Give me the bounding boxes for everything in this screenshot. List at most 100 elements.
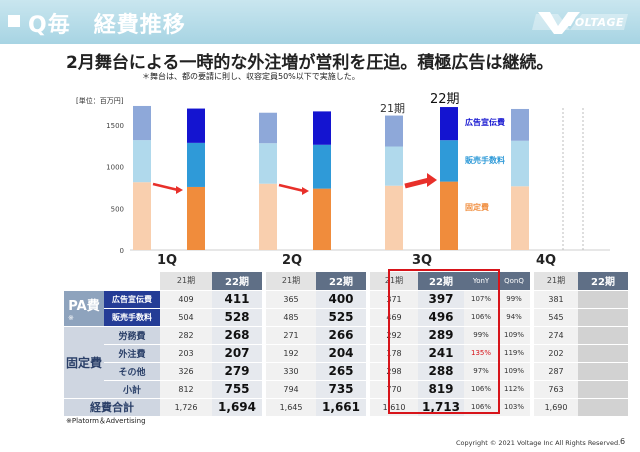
cell-q1-21: 812 (160, 380, 213, 399)
total-label: 経費合計 (64, 398, 161, 417)
cell-q3-yony: 135% (464, 344, 499, 363)
cell-q3-qonq: 109% (498, 326, 531, 345)
cell-q2-21: 365 (266, 290, 317, 309)
cell-q4-21: 763 (534, 380, 579, 399)
cell-q1-22: 1,694 (212, 398, 263, 417)
voltage-logo-icon (532, 12, 628, 34)
period-label-22: 22期 (430, 92, 460, 107)
legend-ad-cost: 広告宣伝費 (465, 118, 505, 127)
arrow-2q-head (302, 187, 309, 195)
table-header-q3-21: 21期 (370, 272, 419, 291)
cell-q2-21: 794 (266, 380, 317, 399)
bar-21-3Q-1 (385, 146, 403, 186)
cell-q2-21: 192 (266, 344, 317, 363)
y-tick-label: 500 (111, 205, 124, 213)
cell-q2-22: 735 (316, 380, 367, 399)
cell-q3-qonq: 94% (498, 308, 531, 327)
table-row: 小計 812 755 794 735 770 819 106% 112% 763 (64, 380, 629, 399)
header-bar: Q毎 経費推移 VOLTAGE (0, 0, 640, 44)
cell-q4-22 (578, 308, 629, 327)
quarter-label-3q: 3Q (411, 253, 433, 268)
legend-sales-commission: 販売手数料 (465, 156, 505, 165)
bar-21-4Q-0 (511, 186, 529, 250)
bar-22-3Q-0 (440, 181, 458, 250)
cell-q2-21: 271 (266, 326, 317, 345)
cell-q1-22: 411 (212, 290, 263, 309)
cell-q1-21: 203 (160, 344, 213, 363)
cell-q3-22: 288 (418, 362, 465, 381)
row-label: 広告宣伝費 (104, 290, 161, 309)
bar-21-3Q-0 (385, 185, 403, 250)
table-row: その他 326 279 330 265 298 288 97% 109% 287 (64, 362, 629, 381)
cell-q4-22 (578, 362, 629, 381)
group-pa-note: ※ (68, 313, 74, 322)
table-header-q2-21: 21期 (266, 272, 317, 291)
period-label-21: 21期 (380, 102, 405, 115)
table-header-yony: YonY (464, 272, 499, 291)
cell-q1-21: 326 (160, 362, 213, 381)
footnote: ※Platorm＆Advertising (66, 417, 146, 425)
cell-q4-22 (578, 380, 629, 399)
cell-q1-22: 528 (212, 308, 263, 327)
quarter-label-4q: 4Q (535, 253, 557, 268)
cell-q3-qonq: 109% (498, 362, 531, 381)
cell-q3-qonq: 112% (498, 380, 531, 399)
headline: 2月舞台による一時的な外注増が営利を圧迫。積極広告は継続。 (66, 53, 554, 73)
quarter-label-2q: 2Q (281, 253, 303, 268)
table-row: 外注費 203 207 192 204 178 241 135% 119% 202 (64, 344, 629, 363)
cell-q3-22: 289 (418, 326, 465, 345)
group-label-fixed: 固定費 (64, 326, 105, 399)
arrow-1q-shaft (152, 182, 179, 192)
group-label-pa: PA費 ※ (64, 290, 105, 327)
expense-table: 21期 22期 21期 22期 21期 22期 YonY QonQ 21期 22… (64, 272, 629, 417)
cell-q3-22: 397 (418, 290, 465, 309)
cell-q2-21: 485 (266, 308, 317, 327)
bar-22-1Q-2 (187, 108, 205, 143)
cell-q2-21: 1,645 (266, 398, 317, 417)
bar-22-1Q-1 (187, 142, 205, 187)
cell-q3-21: 298 (370, 362, 419, 381)
row-label: 労務費 (104, 326, 161, 345)
row-label: 小計 (104, 380, 161, 399)
cell-q3-yony: 106% (464, 380, 499, 399)
arrow-3q-shaft (404, 177, 430, 189)
quarter-label-1q: 1Q (156, 253, 178, 268)
table-header-q1-22: 22期 (212, 272, 263, 291)
cell-q3-yony: 97% (464, 362, 499, 381)
bar-21-1Q-1 (133, 140, 151, 183)
arrow-3q-head (427, 173, 437, 187)
arrow-2q-shaft (278, 183, 305, 193)
y-tick-label: 0 (120, 247, 124, 255)
cell-q4-22 (578, 326, 629, 345)
group-pa-text: PA費 (68, 298, 100, 314)
expense-stacked-bar-chart: 0 500 1000 1500 (106, 105, 610, 255)
table-header-q1-21: 21期 (160, 272, 213, 291)
cell-q4-22 (578, 290, 629, 309)
page-number: 6 (620, 437, 626, 446)
cell-q2-22: 204 (316, 344, 367, 363)
cell-q2-22: 265 (316, 362, 367, 381)
cell-q4-21: 1,690 (534, 398, 579, 417)
row-label: その他 (104, 362, 161, 381)
cell-q1-21: 409 (160, 290, 213, 309)
cell-q1-22: 268 (212, 326, 263, 345)
cell-q4-22 (578, 398, 629, 417)
bar-21-1Q-0 (133, 182, 151, 250)
arrow-1q-head (176, 186, 183, 194)
table-header-qonq: QonQ (498, 272, 531, 291)
cell-q4-22 (578, 344, 629, 363)
cell-q3-yony: 106% (464, 308, 499, 327)
highlight-box-3q (388, 269, 500, 414)
copyright: Copyright © 2021 Voltage Inc All Rights … (456, 439, 621, 447)
cell-q2-22: 266 (316, 326, 367, 345)
y-tick-label: 1000 (106, 164, 124, 172)
table-header-q3-22: 22期 (418, 272, 465, 291)
cell-q4-21: 545 (534, 308, 579, 327)
bar-21-2Q-1 (259, 143, 277, 184)
cell-q4-21: 274 (534, 326, 579, 345)
cell-q3-yony: 106% (464, 398, 499, 417)
unit-label: [単位：百万円] (76, 97, 124, 105)
table-header-row: 21期 22期 21期 22期 21期 22期 YonY QonQ 21期 22… (64, 272, 629, 291)
bar-21-2Q-0 (259, 183, 277, 250)
table-row: 経費合計 1,726 1,694 1,645 1,661 1,610 1,713 106% 10… (64, 398, 629, 417)
